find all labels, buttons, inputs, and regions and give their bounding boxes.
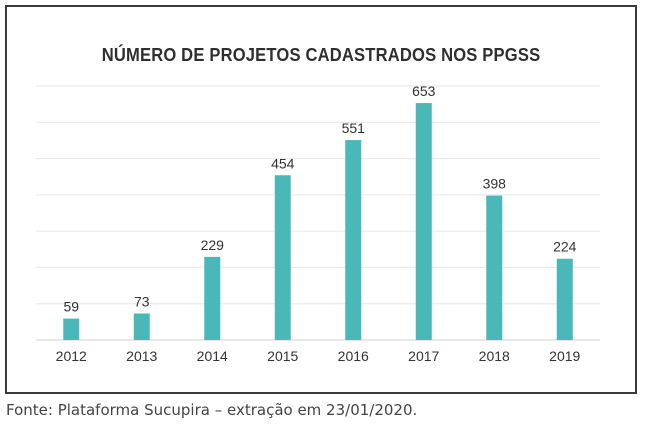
- data-label-2013: 73: [134, 294, 150, 310]
- data-label-2012: 59: [63, 299, 79, 315]
- data-label-2015: 454: [271, 155, 295, 171]
- x-tick-label-2013: 2013: [126, 348, 157, 364]
- x-tick-label-2012: 2012: [56, 348, 87, 364]
- bar-2016: [345, 140, 362, 340]
- bar-2017: [415, 103, 432, 340]
- bar-2014: [204, 256, 221, 340]
- x-tick-label-2014: 2014: [197, 348, 228, 364]
- bar-2013: [133, 313, 150, 340]
- x-tick-label-2017: 2017: [408, 348, 439, 364]
- chart-title: NÚMERO DE PROJETOS CADASTRADOS NOS PPGSS: [101, 45, 541, 65]
- bar-2012: [63, 318, 80, 340]
- x-tick-label-2019: 2019: [549, 348, 580, 364]
- data-label-2019: 224: [553, 239, 577, 255]
- x-tick-label-2018: 2018: [479, 348, 510, 364]
- source-note: Fonte: Plataforma Sucupira – extração em…: [6, 401, 418, 419]
- data-label-2016: 551: [342, 120, 366, 136]
- bar-2015: [274, 175, 291, 340]
- x-tick-label-2015: 2015: [267, 348, 298, 364]
- chart-frame: NÚMERO DE PROJETOS CADASTRADOS NOS PPGSS: [5, 5, 637, 394]
- bar-2018: [486, 195, 503, 340]
- bar-2019: [556, 258, 573, 340]
- data-label-2014: 229: [201, 237, 225, 253]
- data-label-2018: 398: [483, 176, 507, 192]
- x-tick-label-2016: 2016: [338, 348, 369, 364]
- data-label-2017: 653: [412, 83, 436, 99]
